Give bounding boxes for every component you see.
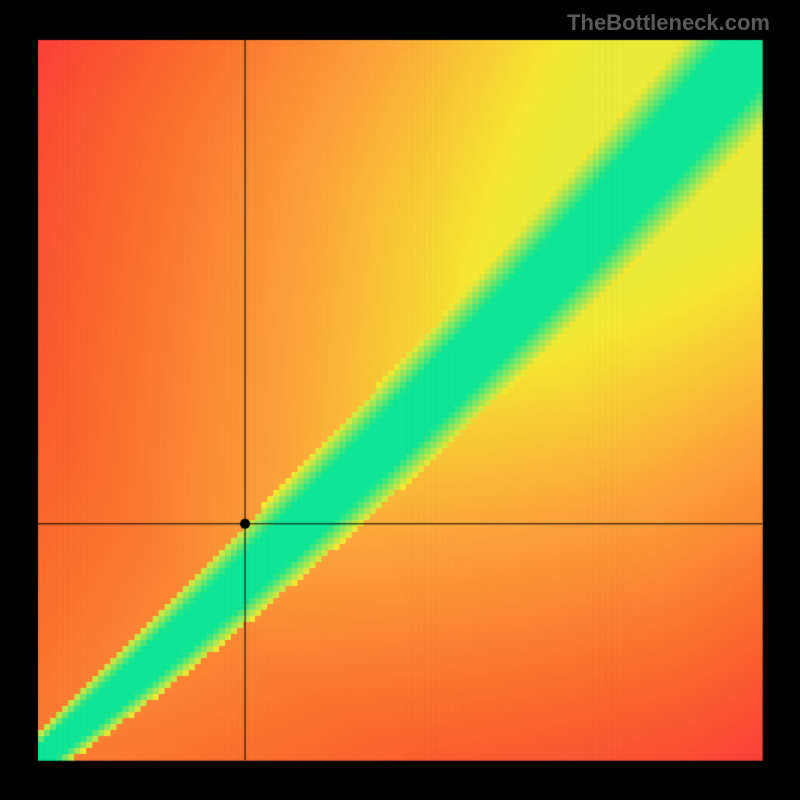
bottleneck-heatmap <box>0 0 800 800</box>
chart-container: { "canvas": { "width": 800, "height": 80… <box>0 0 800 800</box>
watermark-text: TheBottleneck.com <box>567 10 770 36</box>
